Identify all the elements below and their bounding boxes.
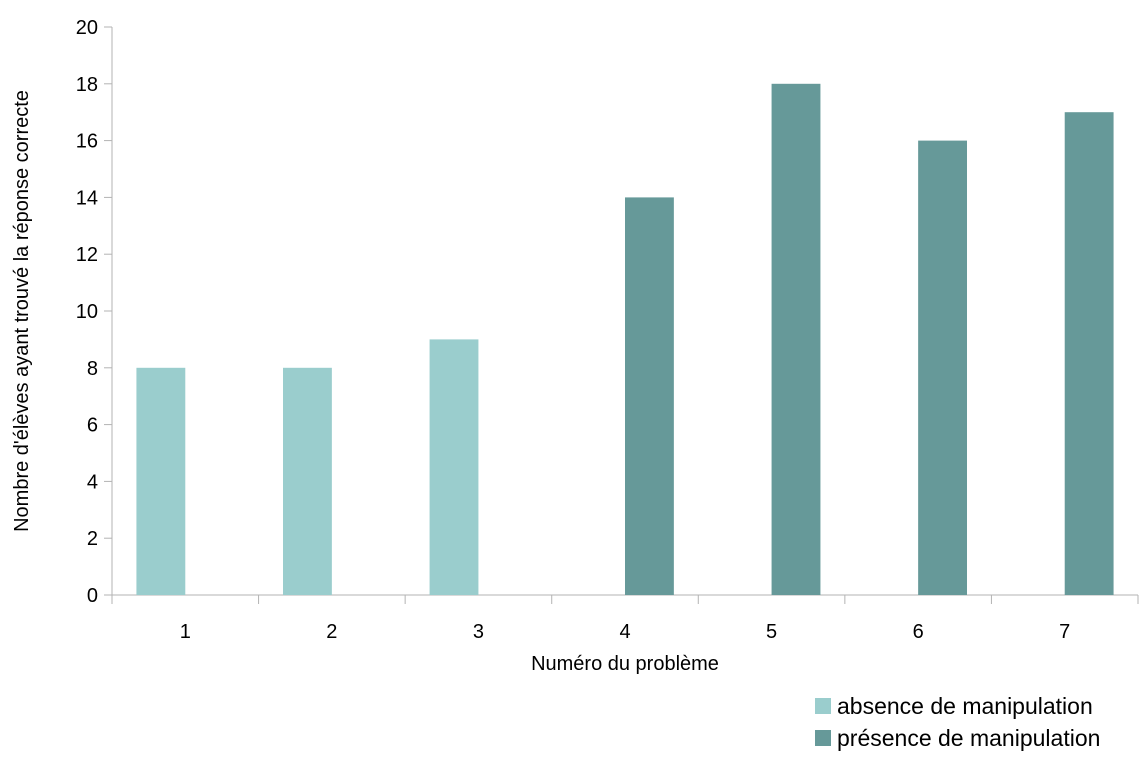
y-tick-label: 8 <box>87 358 98 380</box>
y-tick-label: 12 <box>76 244 98 266</box>
legend-label-presence: présence de manipulation <box>837 725 1101 751</box>
x-axis-title: Numéro du problème <box>531 653 719 675</box>
y-axis-title: Nombre d'élèves ayant trouvé la réponse … <box>11 90 33 532</box>
x-tick-label: 2 <box>326 621 337 643</box>
x-tick-label: 4 <box>619 621 630 643</box>
x-tick-label: 1 <box>180 621 191 643</box>
bars <box>136 83 1114 596</box>
bar <box>771 83 821 596</box>
bar <box>136 367 186 595</box>
x-tick-label: 7 <box>1059 621 1070 643</box>
y-tick-label: 18 <box>76 74 98 96</box>
legend: absence de manipulation présence de mani… <box>815 690 1100 754</box>
y-tick-label: 0 <box>87 585 98 607</box>
y-tick-label: 16 <box>76 131 98 153</box>
x-tick-label: 6 <box>913 621 924 643</box>
y-tick-label: 20 <box>76 17 98 39</box>
legend-label-absence: absence de manipulation <box>837 693 1093 719</box>
legend-swatch-presence <box>815 730 831 746</box>
bar <box>429 339 479 595</box>
x-tick-label: 5 <box>766 621 777 643</box>
y-tick-label: 10 <box>76 301 98 323</box>
legend-swatch-absence <box>815 698 831 714</box>
y-tick-label: 14 <box>76 187 98 209</box>
y-tick-label: 4 <box>87 471 98 493</box>
legend-item-absence: absence de manipulation <box>815 690 1100 722</box>
bar <box>283 367 332 595</box>
legend-item-presence: présence de manipulation <box>815 722 1100 754</box>
x-tick-label: 3 <box>473 621 484 643</box>
y-tick-label: 2 <box>87 528 98 550</box>
y-tick-label: 6 <box>87 415 98 437</box>
bar <box>625 197 674 595</box>
bar <box>918 140 967 595</box>
bar <box>1064 112 1114 595</box>
